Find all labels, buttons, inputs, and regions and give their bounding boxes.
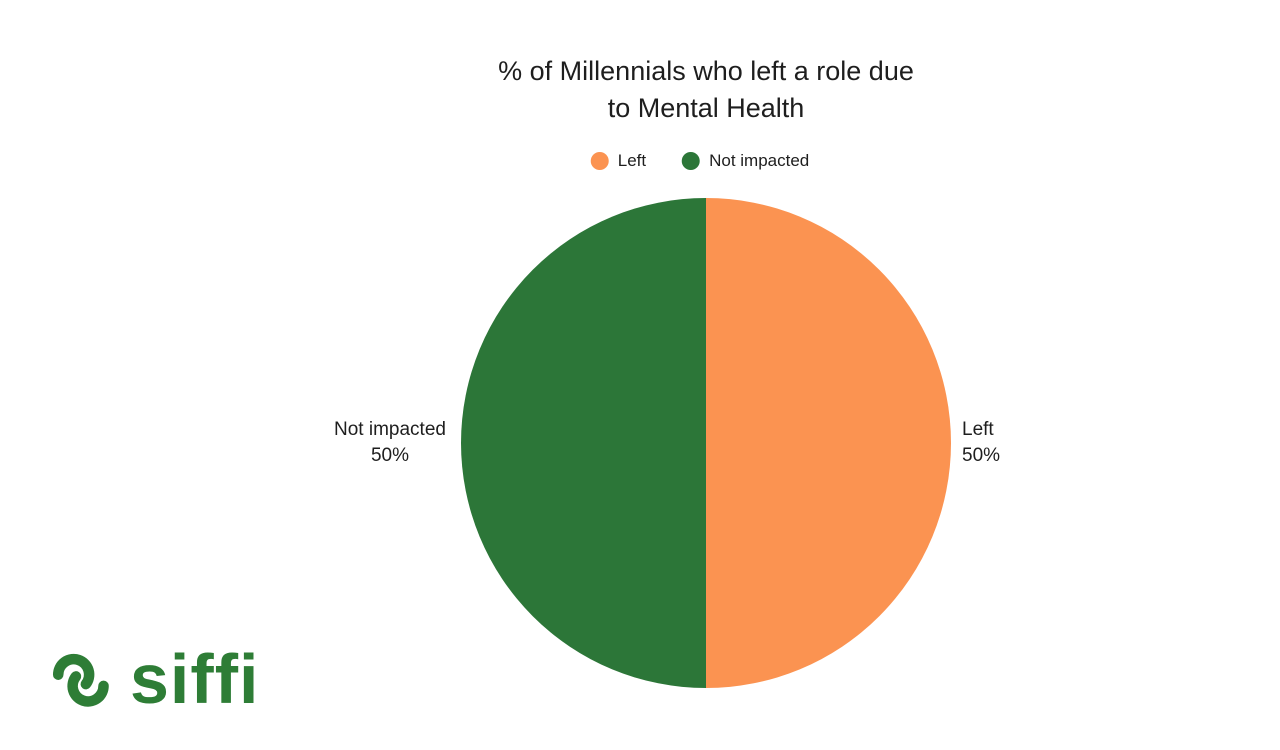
legend-item-not-impacted: Not impacted	[682, 151, 809, 171]
legend-swatch-not-impacted-icon	[682, 152, 701, 170]
pie-chart	[461, 198, 951, 688]
slice-label-not-impacted: Not impacted 50%	[334, 417, 446, 469]
slice-label-left: Left 50%	[962, 417, 1000, 469]
slice-label-not-impacted-percent: 50%	[370, 445, 410, 466]
legend-label-not-impacted: Not impacted	[709, 151, 810, 170]
slice-label-not-impacted-name: Not impacted	[334, 419, 446, 440]
slice-label-left-percent: 50%	[962, 445, 1001, 466]
slice-label-left-name: Left	[962, 419, 994, 440]
brand-name: siffi	[130, 640, 260, 718]
chart-title-line2: to Mental Health	[607, 93, 805, 123]
brand-logo: siffi	[47, 644, 259, 718]
chart-legend: Left Not impacted	[590, 151, 809, 171]
chart-title: % of Millennials who left a role due to …	[498, 53, 914, 127]
legend-swatch-left-icon	[590, 152, 609, 170]
legend-item-left: Left	[590, 151, 647, 171]
legend-label-left: Left	[617, 151, 647, 170]
chart-title-line1: % of Millennials who left a role due	[498, 56, 914, 86]
siffi-s-link-icon	[52, 653, 109, 707]
